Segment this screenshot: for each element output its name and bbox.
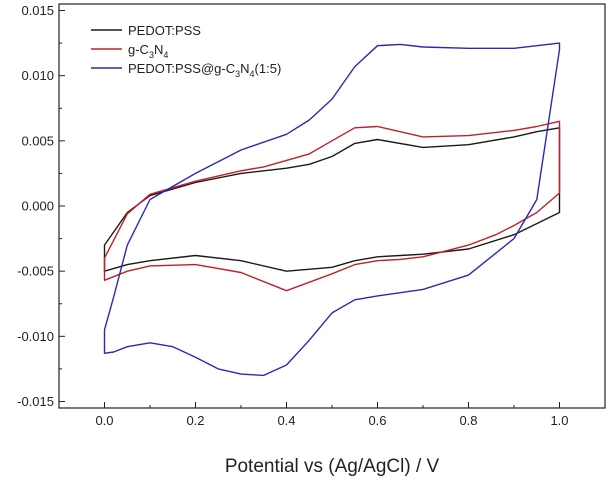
x-tick-label: 1.0: [550, 413, 568, 428]
y-tick-label: -0.005: [17, 264, 54, 279]
y-tick-label: 0.015: [21, 3, 54, 18]
x-tick-label: 0.6: [368, 413, 386, 428]
series-line-2: [103, 42, 561, 377]
x-axis-label: Potential vs (Ag/AgCl) / V: [225, 456, 440, 477]
series-layer: [103, 42, 561, 377]
x-tick-label: 0.2: [186, 413, 204, 428]
series-line-1: [103, 120, 561, 292]
x-tick-label: 0.4: [277, 413, 295, 428]
y-tick-label: 0.010: [21, 68, 54, 83]
y-axis-ticks: -0.015 -0.010 -0.005 0.000 0.005 0.010 0.015: [17, 3, 65, 409]
legend-label-1: g-C3N4: [128, 42, 168, 60]
x-tick-label: 0.0: [95, 413, 113, 428]
y-tick-label: 0.005: [21, 133, 54, 148]
y-tick-label: -0.015: [17, 394, 54, 409]
plot-area: [58, 3, 606, 409]
y-tick-label: 0.000: [21, 199, 54, 214]
x-tick-label: 0.8: [459, 413, 477, 428]
x-axis-ticks: 0.0 0.2 0.4 0.6 0.8 1.0: [95, 402, 569, 428]
y-tick-label: -0.010: [17, 329, 54, 344]
legend-label-0: PEDOT:PSS: [128, 23, 201, 38]
legend-label-2: PEDOT:PSS@g-C3N4(1:5): [128, 61, 281, 79]
series-line-0: [103, 127, 561, 272]
